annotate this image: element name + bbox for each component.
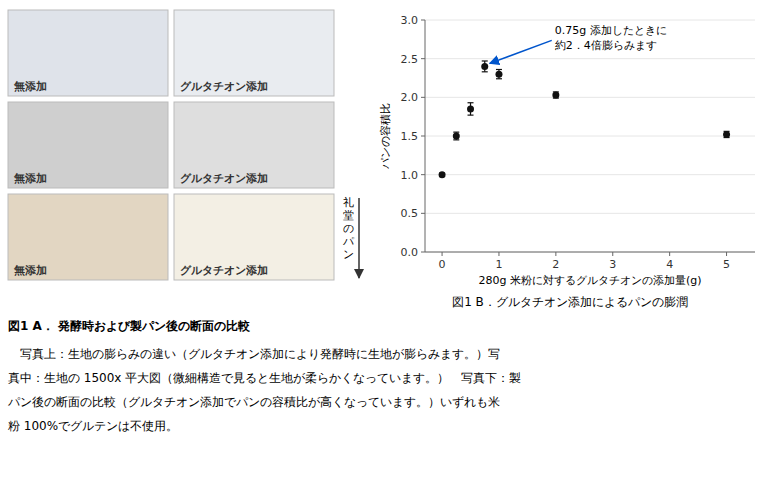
x-tick-label: 5 xyxy=(723,258,730,271)
caption-line: 粉 100%でグルテンは不使用。 xyxy=(8,419,178,433)
chart: 0.0 0.5 1.0 1.5 2.0 2.5 3.0 0 1 2 3 4 5 280g 米粉に対するグル… xyxy=(379,14,755,287)
photo-placeholder xyxy=(8,102,168,188)
grid-line xyxy=(425,213,755,214)
x-tick-label: 3 xyxy=(609,258,616,271)
photo-placeholder xyxy=(8,10,168,96)
error-bar xyxy=(724,131,730,137)
caption-line: パン後の断面の比較（グルタチオン添加でパンの容積比が高くなっています。）いずれも… xyxy=(7,395,500,409)
y-tick xyxy=(421,252,425,253)
error-bar-cap xyxy=(468,115,474,116)
x-axis-label: 280g 米粉に対するグルタチオンの添加量(g) xyxy=(478,274,701,287)
error-bar xyxy=(496,69,502,78)
grid-line xyxy=(425,58,755,59)
side-label: 礼堂のパン xyxy=(342,196,355,261)
y-axis-label: パンの容積比 xyxy=(379,103,392,170)
side-label-char: の xyxy=(343,222,354,235)
photo-placeholder xyxy=(8,194,168,280)
grid-line xyxy=(425,97,755,98)
y-tick xyxy=(421,20,425,21)
point xyxy=(495,71,502,78)
error-bar-cap xyxy=(468,102,474,103)
y-tick-label: 2.5 xyxy=(401,53,419,66)
y-tick xyxy=(421,58,425,59)
annotation-line: 0.75g 添加したときに xyxy=(555,24,667,37)
x-tick xyxy=(612,252,613,256)
photo-label: グルタチオン添加 xyxy=(180,264,268,277)
photo-placeholder xyxy=(174,102,334,188)
error-bar-cap xyxy=(496,69,502,70)
grid-line xyxy=(425,252,755,253)
side-label-char: 堂 xyxy=(343,209,354,222)
photo-label: 無添加 xyxy=(13,80,47,93)
y-tick xyxy=(421,136,425,137)
caption-line: 真中：生地の 1500x 平大図（微細構造で見ると生地が柔らかくなっています。）… xyxy=(8,371,521,385)
caption-line: 写真上：生地の膨らみの違い（グルタチオン添加により発酵時に生地が膨らみます。）写 xyxy=(8,347,500,361)
photo-panels: 無添加グルタチオン添加無添加グルタチオン添加無添加グルタチオン添加礼堂のパン xyxy=(8,10,359,280)
figure: 無添加グルタチオン添加無添加グルタチオン添加無添加グルタチオン添加礼堂のパン0.… xyxy=(0,0,769,482)
x-tick xyxy=(669,252,670,256)
error-bar-cap xyxy=(482,71,488,72)
x-tick-label: 0 xyxy=(439,258,446,271)
error-bar xyxy=(553,92,559,98)
x-tick xyxy=(498,252,499,256)
point xyxy=(481,63,488,70)
y-tick-label: 2.0 xyxy=(401,91,419,104)
x-tick-label: 4 xyxy=(666,258,673,271)
x-tick-label: 1 xyxy=(495,258,502,271)
y-tick-label: 0.5 xyxy=(401,207,419,220)
point xyxy=(723,131,730,138)
x-tick xyxy=(442,252,443,256)
y-tick-label: 1.5 xyxy=(401,130,419,143)
y-tick-label: 1.0 xyxy=(401,169,419,182)
title: 図1 B．グルタチオン添加によるパンの膨潤 xyxy=(452,295,688,309)
error-bar xyxy=(453,132,459,140)
photo-label: 無添加 xyxy=(13,172,47,185)
y-tick xyxy=(421,213,425,214)
x-tick-label: 2 xyxy=(552,258,559,271)
error-bar-cap xyxy=(482,60,488,61)
annotation: 0.75g 添加したときに約2．4倍膨らみます xyxy=(555,24,667,52)
photo-label: 無添加 xyxy=(13,264,47,277)
photo-placeholder xyxy=(174,10,334,96)
y-axis xyxy=(425,20,426,252)
point xyxy=(552,92,559,99)
y-tick-label: 3.0 xyxy=(401,14,419,27)
error-bar xyxy=(468,103,474,115)
annotation-arrow xyxy=(490,40,552,63)
photo-label: グルタチオン添加 xyxy=(180,172,268,185)
grid-line xyxy=(425,174,755,175)
point xyxy=(467,105,474,112)
side-arrow xyxy=(358,198,360,278)
x-tick xyxy=(555,252,556,256)
annotation-line: 約2．4倍膨らみます xyxy=(555,39,657,52)
x-tick xyxy=(726,252,727,256)
y-tick-label: 0.0 xyxy=(401,246,419,259)
side-label-char: 礼 xyxy=(343,196,354,209)
x-axis xyxy=(425,252,755,253)
grid-line xyxy=(425,20,755,21)
side-label-char: ン xyxy=(343,248,354,261)
data-marks xyxy=(439,61,730,178)
grid-line xyxy=(425,136,755,137)
photo-placeholder xyxy=(174,194,334,280)
y-tick xyxy=(421,97,425,98)
point xyxy=(453,133,460,140)
error-bar xyxy=(482,61,488,72)
photo-label: グルタチオン添加 xyxy=(180,80,268,93)
point xyxy=(439,171,446,178)
caption-heading: 図1 A． 発酵時および製パン後の断面の比較 xyxy=(8,319,251,333)
side-label-char: パ xyxy=(342,235,355,248)
error-bar-cap xyxy=(496,78,502,79)
y-tick xyxy=(421,174,425,175)
